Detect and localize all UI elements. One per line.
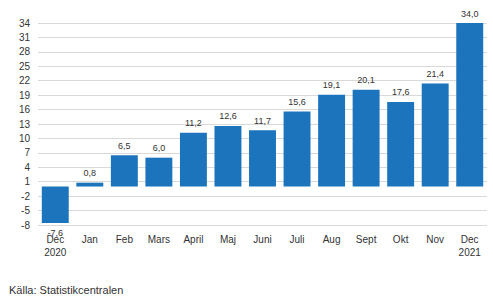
svg-text:Feb: Feb [116,234,134,245]
svg-text:19,1: 19,1 [323,80,341,90]
svg-text:34,0: 34,0 [461,9,479,19]
svg-text:34: 34 [19,18,31,29]
svg-text:-2: -2 [21,191,30,202]
svg-text:16: 16 [19,104,31,115]
svg-text:6,0: 6,0 [153,143,166,153]
svg-text:6,5: 6,5 [118,141,131,151]
svg-text:2020: 2020 [44,247,67,258]
svg-text:Juni: Juni [253,234,271,245]
svg-text:15,6: 15,6 [288,97,306,107]
svg-text:Jan: Jan [82,234,98,245]
svg-text:Dec: Dec [46,234,65,245]
svg-text:20,1: 20,1 [357,75,375,85]
svg-text:13: 13 [19,119,31,130]
svg-text:11,7: 11,7 [254,116,271,126]
svg-text:Juli: Juli [290,234,305,245]
svg-text:0,8: 0,8 [84,168,97,178]
svg-text:31: 31 [19,32,31,43]
svg-text:Källa: Statistikcentralen: Källa: Statistikcentralen [9,284,123,296]
svg-text:Sept: Sept [356,234,377,245]
svg-text:Maj: Maj [220,234,236,245]
svg-text:-5: -5 [21,205,30,216]
svg-text:4: 4 [24,162,30,173]
svg-text:-8: -8 [21,220,30,231]
svg-text:28: 28 [19,46,31,57]
svg-text:2021: 2021 [459,247,482,258]
svg-text:Aug: Aug [323,234,341,245]
svg-text:Okt: Okt [393,234,409,245]
svg-text:22: 22 [19,75,31,86]
svg-text:7: 7 [24,147,30,158]
svg-text:Dec: Dec [461,234,479,245]
svg-text:-7,6: -7,6 [48,228,64,238]
svg-text:17,6: 17,6 [392,87,410,97]
svg-text:1: 1 [24,176,30,187]
svg-text:21,4: 21,4 [426,69,444,79]
svg-text:11,2: 11,2 [185,118,202,128]
svg-text:12,6: 12,6 [219,111,237,121]
svg-text:19: 19 [19,90,31,101]
svg-text:10: 10 [19,133,31,144]
svg-text:25: 25 [19,61,31,72]
svg-text:Nov: Nov [426,234,444,245]
svg-text:April: April [183,234,203,245]
svg-text:Mars: Mars [148,234,170,245]
